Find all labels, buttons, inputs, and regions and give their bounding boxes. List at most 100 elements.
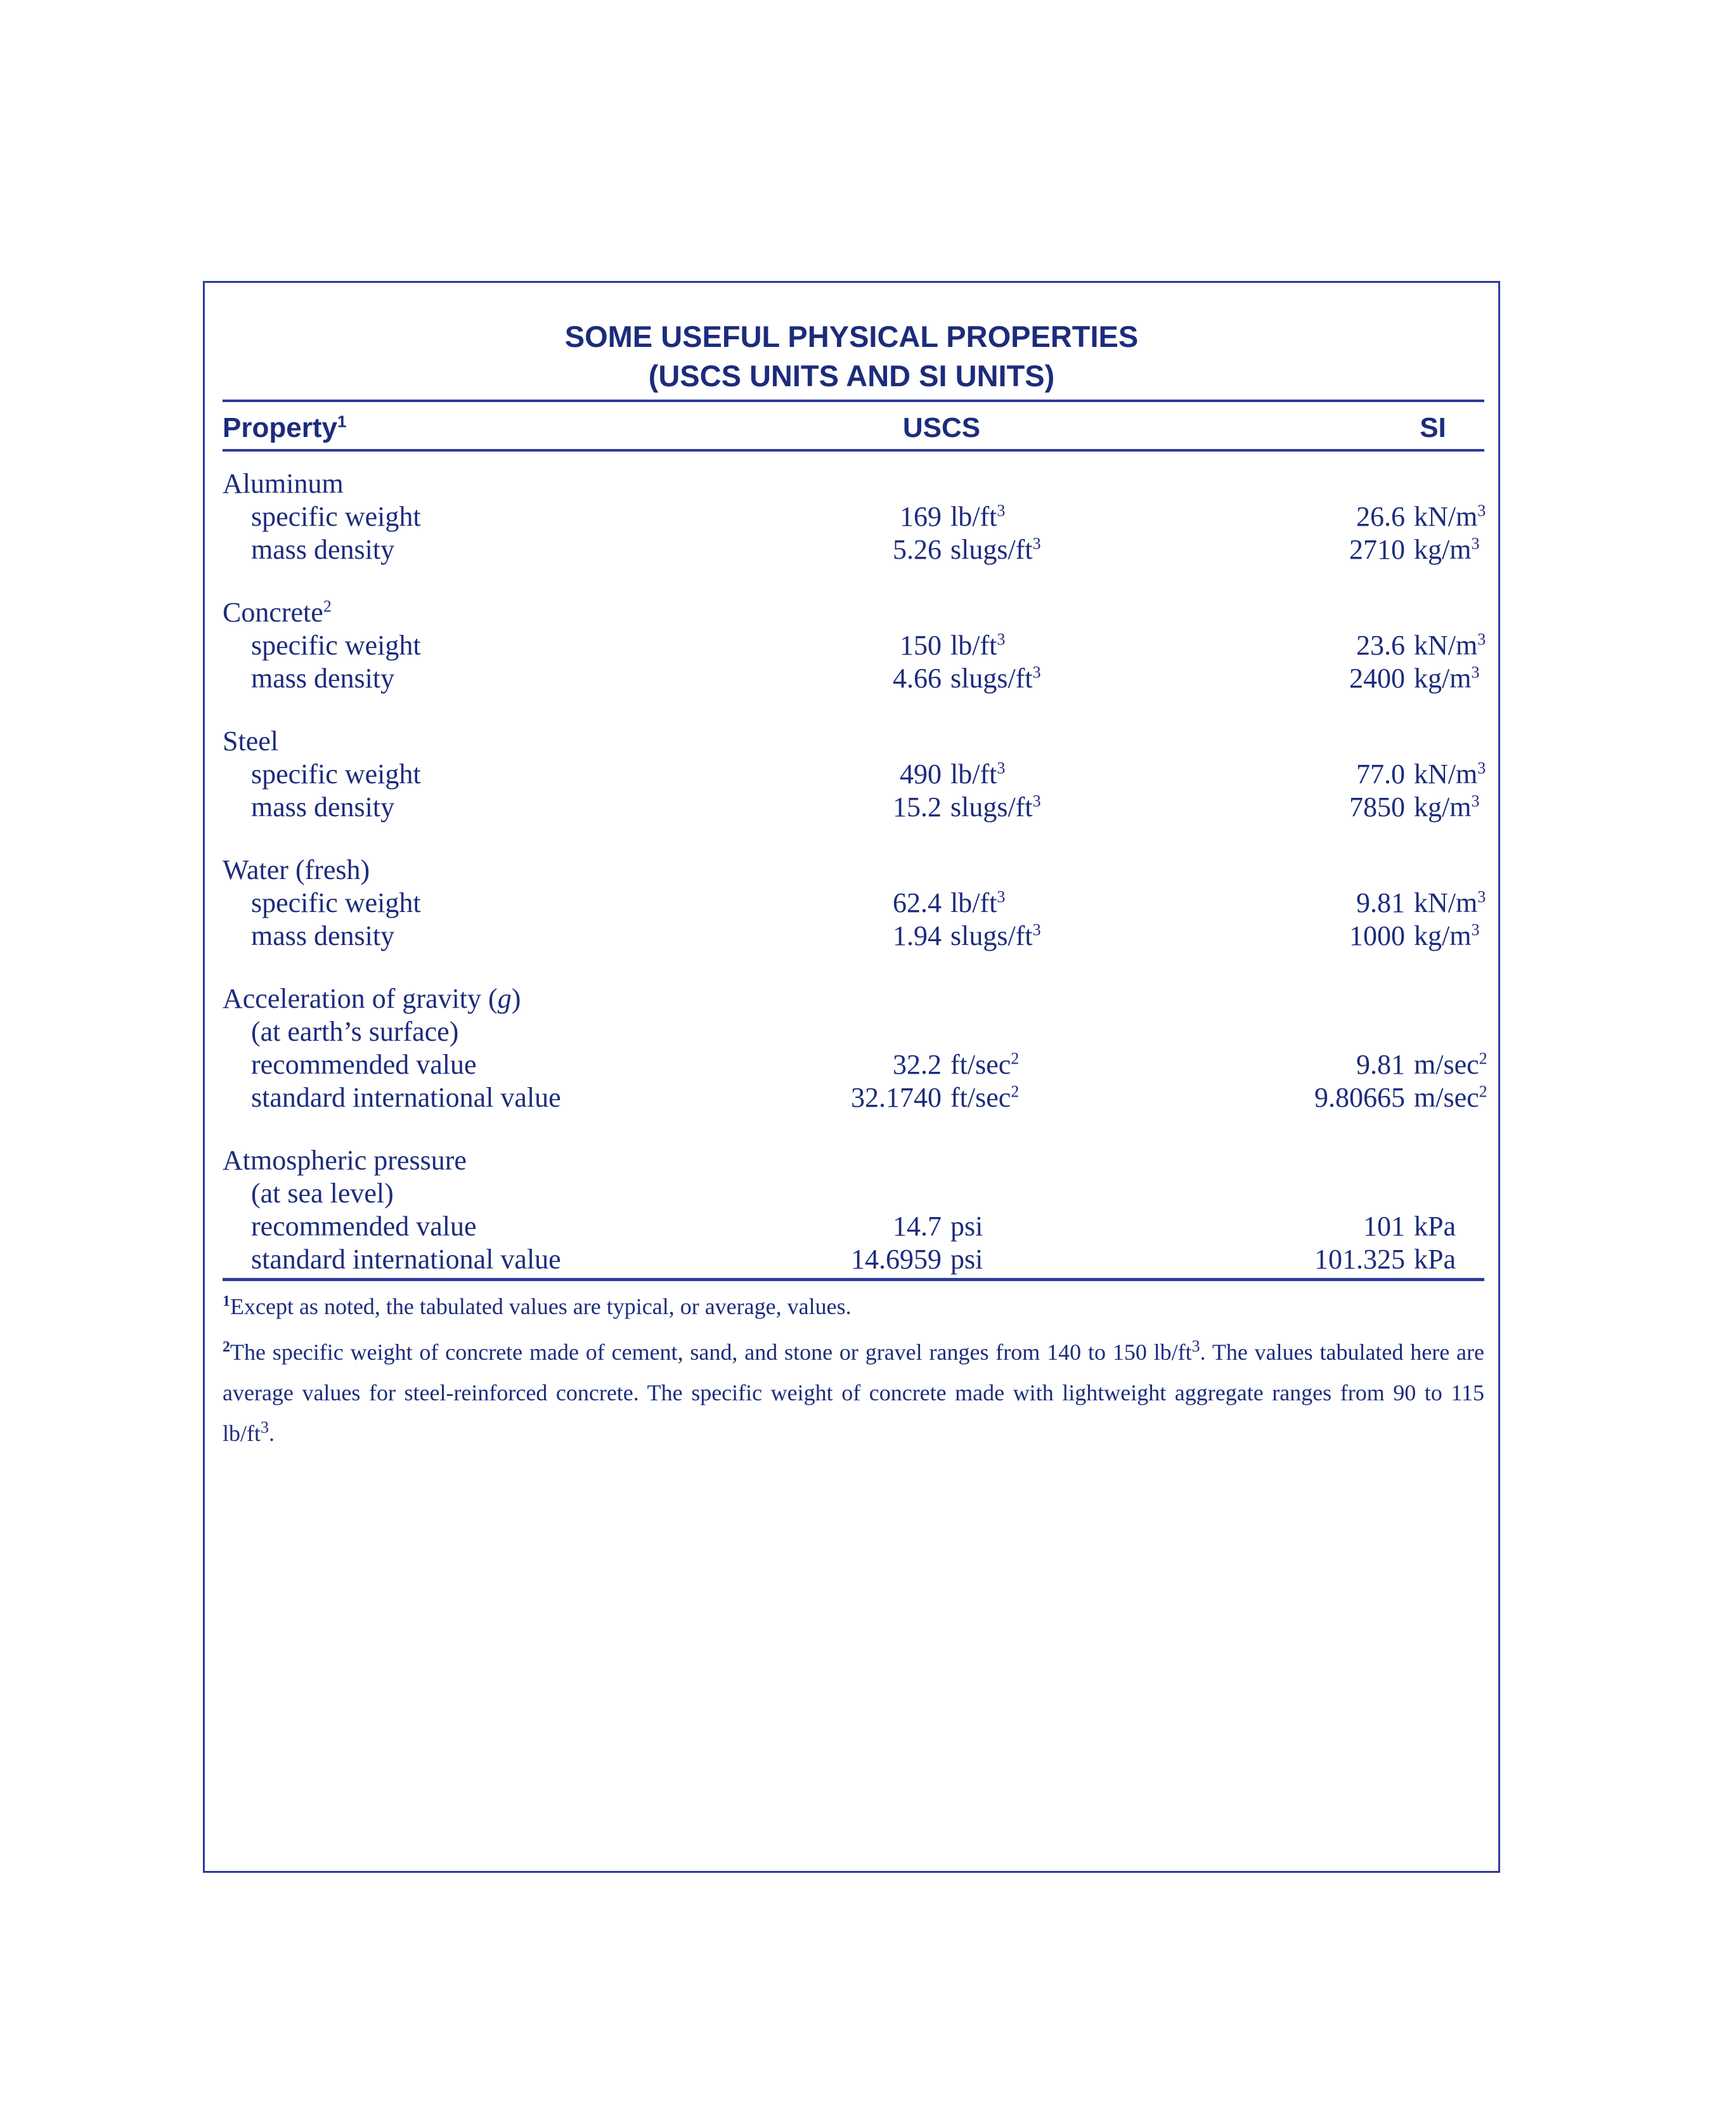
group-name: Steel — [223, 726, 278, 757]
si-value: 9.81 — [1356, 1049, 1405, 1080]
property-label: standard international value — [251, 1244, 561, 1275]
si-value: 2710 — [1349, 534, 1405, 565]
table-group: Aluminum specific weight 169 lb/ft3 26.6 kN/m… — [223, 467, 1486, 566]
property-label: mass density — [251, 534, 395, 565]
property-row: specific weight 62.4 lb/ft3 9.81 kN/m3 — [223, 887, 1486, 920]
property-label: specific weight — [251, 501, 421, 532]
uscs-value: 14.6959 — [851, 1244, 942, 1275]
property-label: specific weight — [251, 759, 421, 790]
column-header-property: Property1 — [223, 412, 347, 443]
unit-exponent: 3 — [1191, 1337, 1200, 1355]
unit-exponent: 3 — [1477, 630, 1486, 649]
property-row: recommended value 32.2 ft/sec2 9.81 m/sec2 — [223, 1048, 1487, 1081]
footnotes: 1Except as noted, the tabulated values a… — [223, 1286, 1484, 1454]
si-unit: kPa — [1414, 1244, 1456, 1275]
property-footnote-marker: 1 — [337, 412, 347, 431]
table-header-row: Property1 USCS SI — [223, 412, 1484, 445]
unit-exponent: 3 — [1032, 791, 1041, 811]
si-value: 7850 — [1349, 791, 1405, 823]
unit-exponent: 2 — [1479, 1082, 1487, 1101]
si-unit: kg/m3 — [1414, 534, 1480, 565]
table-title-line2: (USCS UNITS AND SI UNITS) — [648, 359, 1055, 393]
unit-exponent: 3 — [1477, 501, 1486, 520]
property-label: standard international value — [251, 1082, 561, 1113]
property-label: mass density — [251, 920, 395, 951]
uscs-value: 32.1740 — [851, 1082, 942, 1113]
group-name: Aluminum — [223, 468, 344, 499]
uscs-unit: lb/ft3 — [950, 759, 1006, 790]
unit-exponent: 3 — [1471, 663, 1480, 682]
property-row: mass density 1.94 slugs/ft3 1000 kg/m3 — [223, 920, 1484, 953]
si-unit: kg/m3 — [1414, 791, 1480, 823]
table-group: Atmospheric pressure (at sea level) recomm… — [223, 1144, 1484, 1276]
footnote-marker: 2 — [223, 1339, 230, 1355]
group-subnote: (at earth’s surface) — [251, 1016, 459, 1047]
group-name: Concrete2 — [223, 597, 332, 628]
si-value: 2400 — [1349, 663, 1405, 694]
si-value: 1000 — [1349, 920, 1405, 951]
group-name: Atmospheric pressure — [223, 1145, 467, 1176]
group-subnote: (at sea level) — [251, 1178, 394, 1209]
property-label: specific weight — [251, 887, 421, 918]
title-rule — [223, 400, 1484, 402]
uscs-unit: lb/ft3 — [950, 887, 1006, 918]
si-unit: kN/m3 — [1414, 887, 1486, 918]
uscs-value: 150 — [900, 630, 942, 661]
unit-exponent: 3 — [1471, 791, 1480, 811]
si-unit: kg/m3 — [1414, 663, 1480, 694]
si-value: 9.80665 — [1314, 1082, 1405, 1113]
table-group: Acceleration of gravity (g) (at earth’s s… — [223, 982, 1487, 1114]
si-value: 26.6 — [1356, 501, 1405, 532]
footer-rule — [223, 1278, 1484, 1281]
unit-exponent: 3 — [1032, 920, 1041, 939]
property-row: specific weight 150 lb/ft3 23.6 kN/m3 — [223, 629, 1486, 662]
header-rule — [223, 449, 1484, 452]
property-row: mass density 4.66 slugs/ft3 2400 kg/m3 — [223, 662, 1484, 695]
uscs-value: 15.2 — [893, 791, 942, 823]
property-label: specific weight — [251, 630, 421, 661]
si-unit: kg/m3 — [1414, 920, 1480, 951]
table-body: Aluminum specific weight 169 lb/ft3 26.6 kN/m… — [223, 467, 1487, 1276]
unit-exponent: 3 — [997, 501, 1006, 520]
uscs-unit: slugs/ft3 — [950, 791, 1041, 823]
property-row: standard international value 14.6959 psi 10… — [223, 1243, 1484, 1276]
uscs-unit: ft/sec2 — [950, 1082, 1020, 1113]
uscs-unit: slugs/ft3 — [950, 663, 1041, 694]
unit-exponent: 3 — [997, 630, 1006, 649]
property-label: recommended value — [251, 1049, 477, 1080]
uscs-value: 490 — [900, 759, 942, 790]
table-group: Steel specific weight 490 lb/ft3 77.0 kN/m3 ma… — [223, 725, 1486, 824]
property-row: recommended value 14.7 psi 101 kPa — [223, 1210, 1484, 1243]
property-row: specific weight 169 lb/ft3 26.6 kN/m3 — [223, 500, 1486, 533]
table-group: Water (fresh) specific weight 62.4 lb/ft3 9.… — [223, 854, 1486, 953]
column-header-si: SI — [1420, 412, 1446, 443]
property-row: standard international value 32.1740 ft/se… — [223, 1081, 1487, 1114]
property-row: mass density 15.2 slugs/ft3 7850 kg/m3 — [223, 791, 1484, 824]
uscs-unit: ft/sec2 — [950, 1049, 1020, 1080]
footnote-marker: 1 — [223, 1293, 230, 1310]
unit-exponent: 3 — [1471, 920, 1480, 939]
column-header-uscs: USCS — [902, 412, 981, 443]
property-label: mass density — [251, 791, 395, 823]
unit-exponent: 2 — [1479, 1049, 1487, 1068]
uscs-unit: slugs/ft3 — [950, 920, 1041, 951]
group-footnote-marker: 2 — [323, 597, 332, 616]
unit-exponent: 2 — [1011, 1082, 1020, 1101]
si-value: 9.81 — [1356, 887, 1405, 918]
uscs-value: 169 — [900, 501, 942, 532]
footnote: 1Except as noted, the tabulated values a… — [223, 1293, 852, 1319]
footnote: 2The specific weight of concrete made of… — [223, 1337, 1484, 1447]
properties-table-card: SOME USEFUL PHYSICAL PROPERTIES (USCS UN… — [203, 281, 1500, 1873]
si-value: 23.6 — [1356, 630, 1405, 661]
uscs-value: 14.7 — [893, 1211, 942, 1242]
unit-exponent: 3 — [1471, 534, 1480, 553]
unit-exponent: 3 — [1477, 887, 1486, 906]
table-title-line1: SOME USEFUL PHYSICAL PROPERTIES — [564, 320, 1139, 353]
si-value: 77.0 — [1356, 759, 1405, 790]
unit-exponent: 3 — [1477, 759, 1486, 778]
unit-exponent: 3 — [1032, 663, 1041, 682]
uscs-unit: lb/ft3 — [950, 630, 1006, 661]
unit-exponent: 2 — [1011, 1049, 1020, 1068]
unit-exponent: 3 — [1032, 534, 1041, 553]
